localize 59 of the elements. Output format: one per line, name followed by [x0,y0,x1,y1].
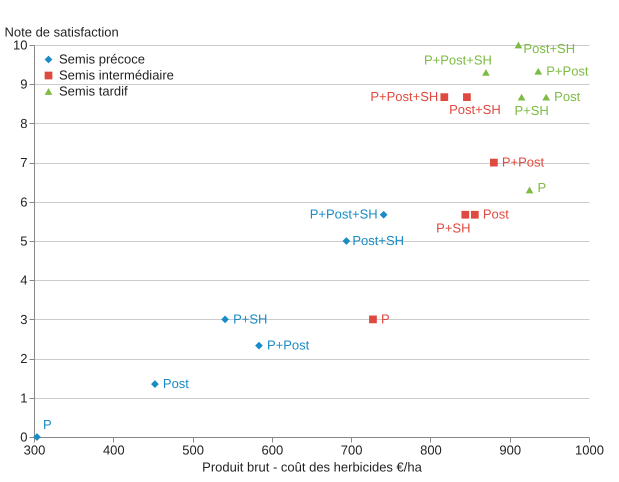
x-tick-label: 400 [102,442,125,458]
point [534,68,542,75]
y-tick-label: 5 [20,234,28,248]
y-tick-label: 8 [20,116,28,131]
y-tick-label: 7 [20,155,28,170]
legend-label: Semis tardif [59,84,128,98]
x-tick-label: 1000 [575,442,604,458]
point [482,69,490,76]
annotation: Post+SH [523,41,576,56]
y-tick-label: 10 [13,38,28,52]
y-tick-label: 1 [20,390,28,406]
point [151,380,159,388]
point [490,158,498,166]
annotation: P+SH [514,103,549,118]
annotation: Post+SH [352,233,404,248]
x-tick-label: 700 [340,442,362,458]
point [514,42,522,48]
x-tick-label: 600 [262,442,284,458]
y-tick-label: 0 [20,430,28,444]
x-tick-label: 300 [24,442,46,458]
point [461,210,470,219]
annotation: P [380,311,390,326]
x-axis-title: Produit brut - coût des herbicides €/ha [202,460,423,474]
annotation: Post+SH [449,102,501,118]
point [463,93,471,102]
legend-label: Semis précoce [59,52,145,66]
x-tick-label: 800 [420,442,442,458]
point [526,186,534,194]
annotation: P+Post [502,154,545,170]
annotation: P+Post [266,338,310,353]
point [342,237,350,245]
point [369,316,377,324]
annotation: Post [482,206,510,222]
y-tick-label: 3 [20,312,28,327]
point [542,94,550,100]
point [380,210,388,219]
annotation: P+SH [436,220,470,236]
x-tick-label: 500 [182,442,204,458]
annotation: P [538,180,546,196]
annotation: P+Post [546,63,589,78]
annotation: P [42,417,52,432]
point [440,93,448,102]
point [255,342,263,350]
annotation: P+Post+SH [310,206,378,222]
annotation: P+Post+SH [370,89,438,104]
annotation: P+SH [233,311,268,326]
point [221,316,229,324]
annotation: P+Post+SH [424,52,492,68]
point [470,210,479,219]
annotation: Post [554,89,581,104]
annotation: Post [162,376,190,392]
x-tick-label: 900 [499,442,522,458]
y-tick-label: 9 [20,76,28,92]
y-axis-title: Note de satisfaction [4,24,119,40]
legend-label: Semis intermédiaire [59,68,174,82]
y-tick-label: 2 [20,351,28,366]
y-tick-label: 6 [20,194,28,210]
y-tick-label: 4 [20,272,28,288]
point [518,94,526,100]
